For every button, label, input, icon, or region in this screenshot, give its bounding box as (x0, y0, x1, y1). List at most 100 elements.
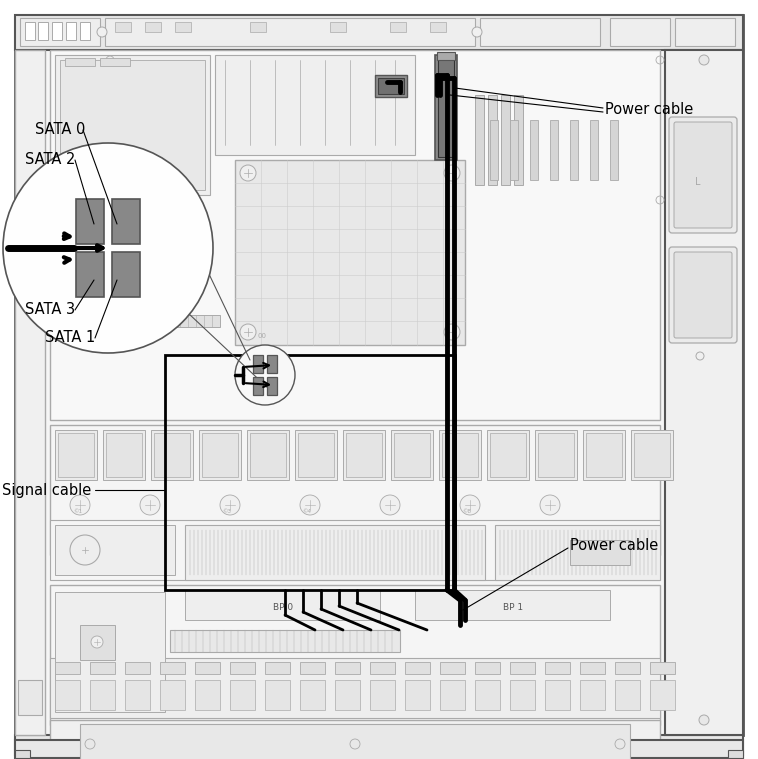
Bar (15, 50, 45, 735)
Bar (265, 680, 290, 710)
Bar (25, 22, 35, 40)
Bar (405, 662, 430, 674)
Circle shape (540, 495, 560, 515)
Bar (215, 55, 415, 155)
Bar (300, 680, 325, 710)
Bar (65, 58, 95, 66)
Bar (490, 433, 526, 477)
Bar (154, 433, 190, 477)
Circle shape (380, 495, 400, 515)
Bar (610, 18, 670, 46)
Bar (125, 680, 150, 710)
Bar (440, 662, 465, 674)
Bar (160, 662, 185, 674)
Bar (250, 22, 266, 32)
Bar (250, 433, 286, 477)
Text: BP 0: BP 0 (273, 603, 293, 612)
Bar (55, 592, 165, 712)
Bar (265, 662, 290, 674)
Bar (66, 22, 76, 40)
Bar (18, 680, 42, 715)
Bar (615, 680, 640, 710)
Bar (55, 255, 95, 310)
Bar (583, 430, 625, 480)
Bar (38, 22, 48, 40)
Bar (501, 95, 510, 185)
Bar (480, 18, 600, 46)
Bar (103, 430, 145, 480)
Bar (125, 662, 150, 674)
Bar (675, 18, 735, 46)
Circle shape (472, 27, 482, 37)
Circle shape (3, 143, 213, 353)
Bar (175, 22, 191, 32)
Bar (580, 680, 605, 710)
Circle shape (97, 27, 107, 37)
Bar (586, 433, 622, 477)
Bar (76, 252, 104, 297)
Bar (438, 58, 454, 157)
Bar (488, 95, 497, 185)
Bar (112, 252, 140, 297)
Bar (80, 22, 90, 40)
Bar (390, 22, 406, 32)
Bar (440, 680, 465, 710)
Bar (50, 720, 660, 759)
Bar (375, 75, 407, 97)
Bar (15, 740, 743, 758)
Bar (615, 662, 640, 674)
Circle shape (300, 495, 320, 515)
Bar (650, 662, 675, 674)
Bar (105, 18, 475, 46)
Circle shape (240, 165, 256, 181)
Text: SATA 0: SATA 0 (35, 122, 86, 137)
Bar (430, 22, 446, 32)
Bar (165, 355, 455, 590)
Bar (115, 22, 131, 32)
Bar (475, 662, 500, 674)
Bar (343, 430, 385, 480)
FancyBboxPatch shape (669, 247, 737, 343)
Bar (631, 430, 673, 480)
Bar (60, 60, 205, 190)
Bar (510, 680, 535, 710)
Bar (80, 724, 630, 759)
Circle shape (444, 165, 460, 181)
Bar (202, 433, 238, 477)
Bar (300, 662, 325, 674)
Text: BP 1: BP 1 (503, 603, 523, 612)
Bar (55, 662, 80, 674)
Bar (437, 52, 455, 60)
Bar (650, 680, 675, 710)
Bar (90, 662, 115, 674)
Bar (330, 22, 346, 32)
Bar (590, 120, 598, 180)
Bar (378, 78, 404, 94)
Bar (570, 120, 578, 180)
Bar (170, 630, 400, 652)
Bar (50, 585, 660, 725)
Bar (550, 120, 558, 180)
Bar (346, 433, 382, 477)
Bar (15, 15, 743, 50)
Bar (490, 120, 498, 180)
Bar (728, 750, 743, 758)
Bar (50, 50, 660, 420)
Text: 00: 00 (258, 333, 267, 339)
Bar (495, 525, 660, 580)
Bar (267, 377, 277, 395)
Text: SATA 2: SATA 2 (25, 153, 75, 168)
Bar (55, 315, 220, 327)
Bar (185, 525, 485, 580)
Text: SATA 1: SATA 1 (45, 330, 96, 345)
Bar (90, 680, 115, 710)
Bar (55, 200, 95, 230)
Bar (510, 120, 518, 180)
Bar (55, 55, 210, 195)
Bar (370, 662, 395, 674)
Bar (160, 680, 185, 710)
Bar (76, 199, 104, 244)
Bar (394, 433, 430, 477)
Bar (195, 680, 220, 710)
Bar (230, 662, 255, 674)
